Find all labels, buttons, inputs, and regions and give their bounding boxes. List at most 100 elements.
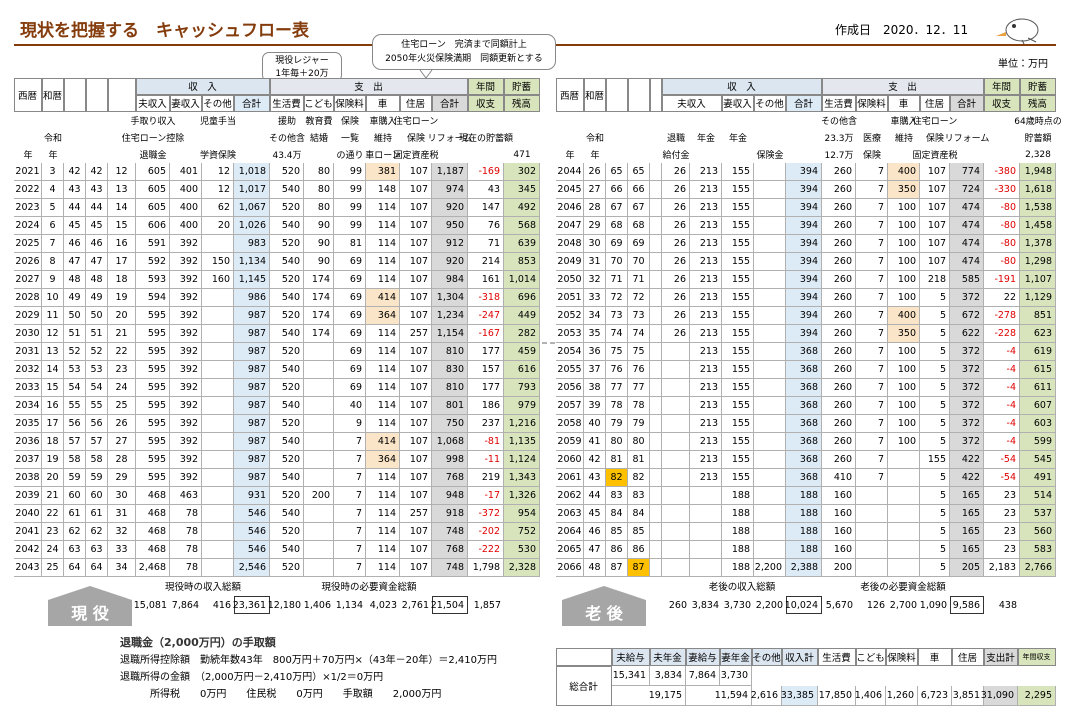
- table-cell: 77: [628, 379, 650, 397]
- table-cell: -318: [468, 289, 504, 307]
- table-cell: 45: [64, 217, 86, 235]
- table-cell: 2032: [14, 361, 42, 379]
- table-cell: 114: [366, 325, 400, 343]
- table-cell: 2061: [556, 469, 584, 487]
- table-cell: 40: [334, 397, 366, 415]
- table-cell: 23: [984, 523, 1020, 541]
- table-cell: 213: [690, 451, 722, 469]
- table-cell: 48: [584, 559, 606, 577]
- table-cell: 24: [108, 379, 136, 397]
- table-cell: [690, 523, 722, 541]
- table-cell: [662, 415, 690, 433]
- table-cell: 5: [920, 541, 950, 559]
- table-cell: 595: [136, 433, 170, 451]
- table-cell: 5: [920, 415, 950, 433]
- table-cell: 60: [86, 487, 108, 505]
- table-cell: 1,948: [1020, 163, 1056, 181]
- table-cell: 21: [42, 487, 64, 505]
- table-cell: [650, 433, 662, 451]
- table-cell: 422: [950, 451, 984, 469]
- table-cell: [856, 523, 888, 541]
- totals-header: 妻給与: [685, 647, 720, 666]
- table-cell: 260: [822, 433, 856, 451]
- table-cell: 987: [234, 343, 270, 361]
- table-cell: 54: [86, 379, 108, 397]
- table-cell: 1,216: [504, 415, 540, 433]
- table-cell: 100: [888, 397, 920, 415]
- table-cell: [754, 523, 786, 541]
- table-cell: 752: [504, 523, 540, 541]
- group-header: 年間: [467, 77, 504, 95]
- table-cell: 174: [304, 325, 334, 343]
- table-cell: 27: [108, 433, 136, 451]
- column-header: 夫収入: [135, 94, 170, 112]
- table-cell: 368: [786, 469, 822, 487]
- table-cell: 155: [722, 307, 754, 325]
- table-cell: 7: [856, 289, 888, 307]
- group-header: 貯蓄: [1019, 77, 1056, 95]
- table-cell: 2037: [14, 451, 42, 469]
- stage-label: 老 後: [585, 604, 623, 623]
- table-cell: 392: [170, 343, 202, 361]
- column-header: 保険料: [333, 94, 366, 112]
- note: 児童手当: [200, 117, 237, 127]
- table-cell: 213: [690, 469, 722, 487]
- note: [584, 112, 606, 129]
- note: 64歳時点の: [1014, 117, 1062, 127]
- group-header: 年間: [983, 77, 1020, 95]
- table-cell: 107: [400, 253, 432, 271]
- table-cell: 350: [888, 181, 920, 199]
- header-cell: [63, 77, 86, 112]
- totals-header: 収入計: [781, 647, 818, 666]
- table-cell: 987: [234, 469, 270, 487]
- table-cell: 5: [920, 523, 950, 541]
- table-cell: 26: [584, 163, 606, 181]
- group-header: 支 出: [821, 77, 984, 95]
- group-header: 和暦: [41, 77, 64, 112]
- table-cell: 372: [950, 433, 984, 451]
- table-cell: [888, 523, 920, 541]
- table-cell: 768: [432, 541, 468, 559]
- table-cell: [754, 307, 786, 325]
- table-cell: 392: [170, 361, 202, 379]
- table-cell: 1,135: [504, 433, 540, 451]
- table-cell: 1,107: [1020, 271, 1056, 289]
- note: 学資保険: [200, 151, 237, 161]
- table-cell: 5: [920, 289, 950, 307]
- note: [690, 146, 722, 163]
- table-cell: 69: [334, 307, 366, 325]
- table-cell: 282: [504, 325, 540, 343]
- note: [556, 112, 584, 129]
- table-cell: 213: [690, 325, 722, 343]
- table-cell: 422: [950, 469, 984, 487]
- totals-header: 支出計: [983, 647, 1018, 666]
- note: [984, 146, 1020, 163]
- note: [950, 146, 984, 163]
- table-cell: 12: [202, 163, 234, 181]
- table-cell: 14: [42, 361, 64, 379]
- table-cell: 7: [856, 235, 888, 253]
- table-cell: 69: [334, 253, 366, 271]
- table-cell: 34: [584, 307, 606, 325]
- column-header: 合計: [233, 94, 270, 112]
- table-cell: 67: [628, 199, 650, 217]
- table-cell: 87: [606, 559, 628, 577]
- table-cell: 6: [42, 217, 64, 235]
- totals-header: こども: [855, 647, 886, 666]
- table-cell: 394: [786, 217, 822, 235]
- table-cell: 65: [628, 163, 650, 181]
- summary-label: 老後の必要資金総額: [860, 582, 946, 593]
- table-cell: 16: [42, 397, 64, 415]
- table-cell: 69: [334, 379, 366, 397]
- table-cell: 2060: [556, 451, 584, 469]
- table-cell: 28: [108, 451, 136, 469]
- table-cell: [662, 469, 690, 487]
- table-cell: 2039: [14, 487, 42, 505]
- callout-line: 1年毎＋20万: [275, 69, 329, 79]
- table-cell: [304, 559, 334, 577]
- table-cell: 107: [400, 289, 432, 307]
- table-cell: 5: [920, 361, 950, 379]
- table-cell: 260: [822, 361, 856, 379]
- table-cell: 71: [606, 271, 628, 289]
- table-cell: 23: [108, 361, 136, 379]
